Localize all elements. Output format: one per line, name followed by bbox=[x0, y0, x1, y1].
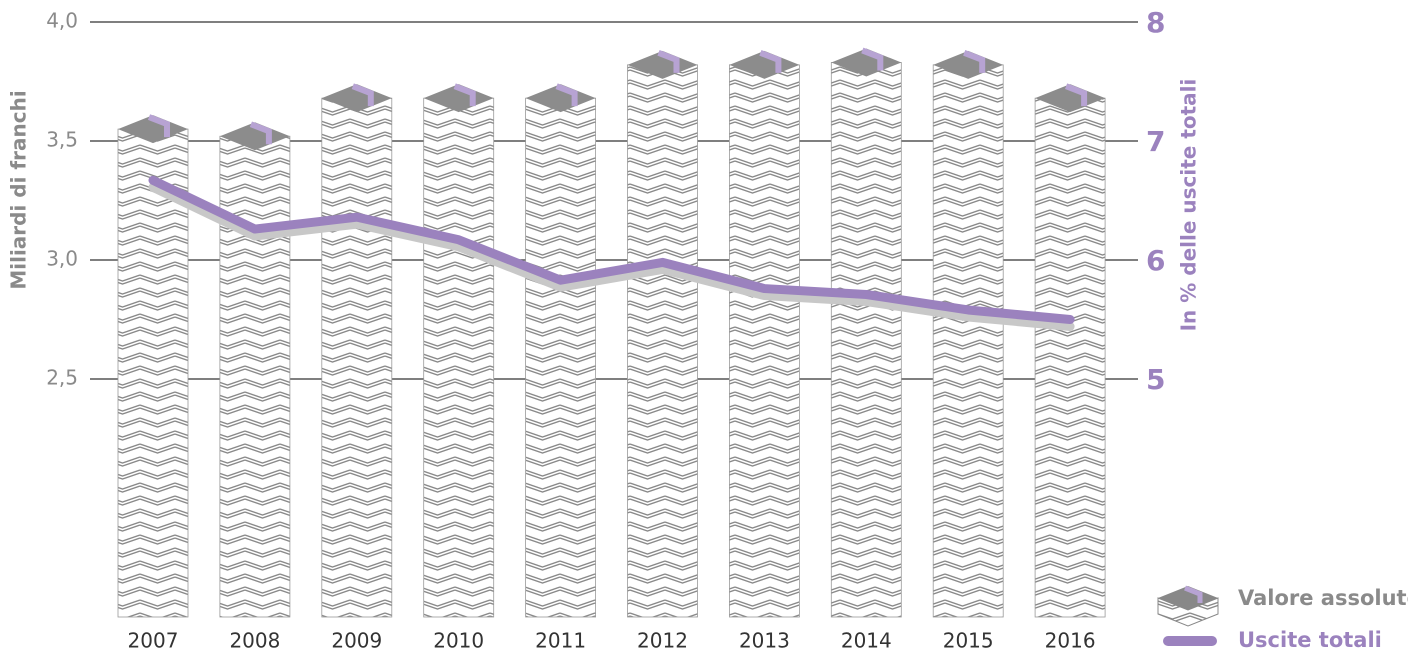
bar-band bbox=[963, 50, 986, 73]
bar bbox=[219, 135, 291, 618]
y-tick-label: 3,0 bbox=[46, 247, 78, 271]
y2-tick-label: 6 bbox=[1146, 244, 1165, 277]
bar-top bbox=[729, 50, 800, 79]
x-tick-label: 2015 bbox=[943, 629, 994, 653]
bar-band bbox=[1065, 83, 1088, 107]
x-tick-label: 2007 bbox=[128, 629, 179, 653]
x-tick-label: 2009 bbox=[331, 629, 382, 653]
x-tick-label: 2016 bbox=[1045, 629, 1096, 653]
legend: Valore assoluto Uscite totali bbox=[1157, 585, 1408, 652]
y-tick-label: 2,5 bbox=[46, 366, 78, 390]
bar-top bbox=[525, 84, 596, 113]
y2-axis-title: In % delle uscite totali bbox=[1177, 79, 1201, 332]
bar-band bbox=[555, 83, 578, 107]
bar bbox=[423, 97, 495, 618]
bar-top bbox=[933, 50, 1004, 79]
y2-tick-label: 8 bbox=[1146, 6, 1165, 39]
bar bbox=[729, 64, 800, 618]
bar bbox=[321, 97, 393, 618]
y2-tick-label: 7 bbox=[1146, 125, 1165, 158]
bar-top bbox=[321, 84, 392, 113]
bar-band bbox=[453, 83, 476, 107]
y-axis-title: Miliardi di franchi bbox=[7, 90, 31, 289]
bar bbox=[1034, 97, 1106, 618]
bar-band bbox=[657, 50, 680, 73]
bar bbox=[627, 64, 698, 618]
bar bbox=[525, 97, 596, 618]
bar-top bbox=[831, 48, 902, 77]
x-tick-label: 2012 bbox=[637, 629, 688, 653]
legend-icon bbox=[1157, 597, 1219, 627]
bar-band bbox=[147, 114, 170, 138]
y-tick-label: 4,0 bbox=[46, 9, 78, 33]
x-tick-label: 2010 bbox=[433, 629, 484, 653]
bar-top bbox=[118, 115, 188, 144]
bar bbox=[932, 64, 1004, 618]
bar-top bbox=[219, 122, 290, 151]
bar-band bbox=[759, 50, 782, 73]
legend-label: Valore assoluto bbox=[1238, 586, 1408, 610]
bar-band bbox=[249, 121, 272, 145]
bar-band bbox=[861, 47, 884, 71]
x-tick-label: 2008 bbox=[229, 629, 280, 653]
legend-icon bbox=[1184, 585, 1203, 603]
line bbox=[148, 175, 1075, 324]
y-tick-label: 3,5 bbox=[46, 128, 78, 152]
bar bbox=[117, 128, 189, 618]
line-shadow bbox=[148, 182, 1075, 331]
bar bbox=[830, 62, 902, 618]
legend-label: Uscite totali bbox=[1238, 628, 1382, 652]
x-tick-label: 2013 bbox=[739, 629, 790, 653]
x-tick-label: 2014 bbox=[841, 629, 892, 653]
y2-tick-label: 5 bbox=[1146, 363, 1165, 396]
x-tick-label: 2011 bbox=[535, 629, 586, 653]
bar-top bbox=[1035, 84, 1106, 113]
bar-top bbox=[627, 50, 698, 79]
bar-top bbox=[423, 84, 494, 113]
bar-band bbox=[351, 83, 374, 107]
